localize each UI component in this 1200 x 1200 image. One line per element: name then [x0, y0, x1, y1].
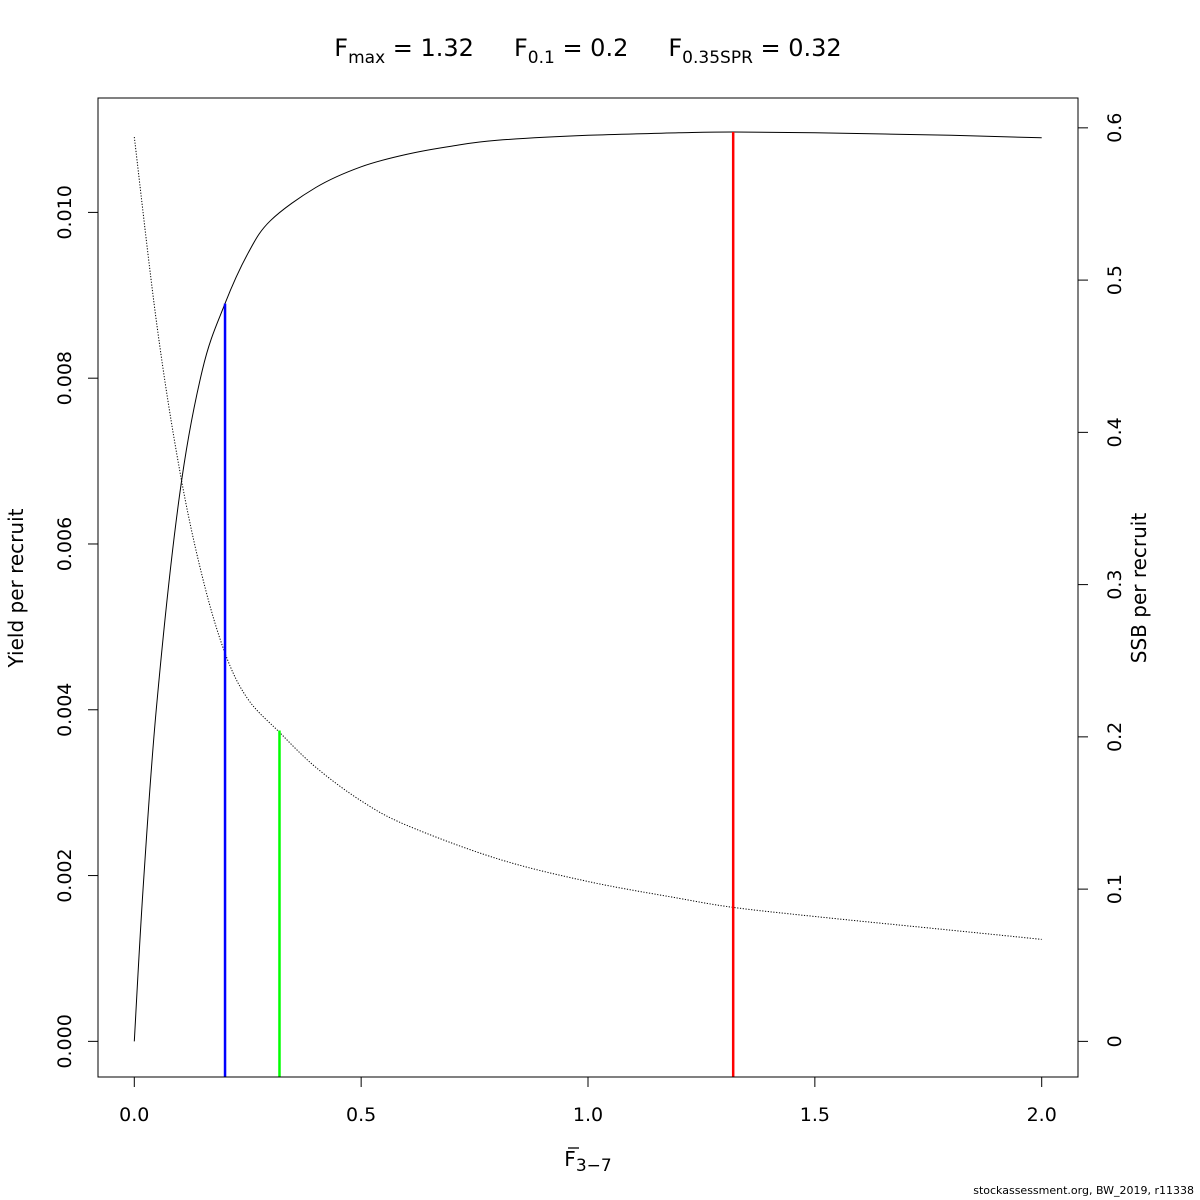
y-right-tick-label: 0.6 — [1104, 113, 1126, 143]
y-axis-left: 0.000 0.002 0.004 0.006 0.008 0.010 — [54, 185, 99, 1069]
y-axis-right-title: SSB per recruit — [1127, 513, 1151, 664]
x-tick-label: 0.5 — [346, 1104, 376, 1126]
y-axis-right: 0 0.1 0.2 0.3 0.4 0.5 0.6 — [1077, 113, 1126, 1047]
y-right-tick-label: 0.3 — [1104, 569, 1126, 599]
x-tick-label: 1.5 — [800, 1104, 830, 1126]
y-left-tick-label: 0.006 — [54, 517, 76, 571]
y-right-tick-label: 0.2 — [1104, 722, 1126, 752]
y-right-tick-label: 0.4 — [1104, 417, 1126, 447]
y-left-tick-label: 0.002 — [54, 848, 76, 902]
y-left-tick-label: 0.004 — [54, 683, 76, 737]
y-left-tick-label: 0.010 — [54, 185, 76, 239]
curves-layer — [133, 131, 1042, 1042]
chart-title: Fmax = 1.32 F0.1 = 0.2 F0.35SPR = 0.32 — [334, 34, 841, 68]
reference-lines-layer — [223, 131, 735, 1077]
x-axis: 0.0 0.5 1.0 1.5 2.0 — [119, 1076, 1057, 1126]
x-tick-label: 2.0 — [1027, 1104, 1057, 1126]
x-axis-title: F3−7 — [564, 1147, 611, 1176]
y-left-tick-label: 0.000 — [54, 1014, 76, 1068]
y-left-tick-label: 0.008 — [54, 351, 76, 405]
y-right-tick-label: 0 — [1104, 1035, 1126, 1047]
ssb-per-recruit-curve — [133, 136, 1042, 940]
ypr-curve — [133, 131, 1042, 1042]
x-tick-label: 0.0 — [119, 1104, 149, 1126]
y-right-tick-label: 0.1 — [1104, 874, 1126, 904]
x-tick-label: 1.0 — [573, 1104, 603, 1126]
footer-credit: stockassessment.org, BW_2019, r11338 — [973, 1184, 1194, 1197]
y-right-tick-label: 0.5 — [1104, 265, 1126, 295]
plot-frame — [97, 97, 1079, 1078]
y-axis-left-title: Yield per recruit — [4, 508, 28, 668]
